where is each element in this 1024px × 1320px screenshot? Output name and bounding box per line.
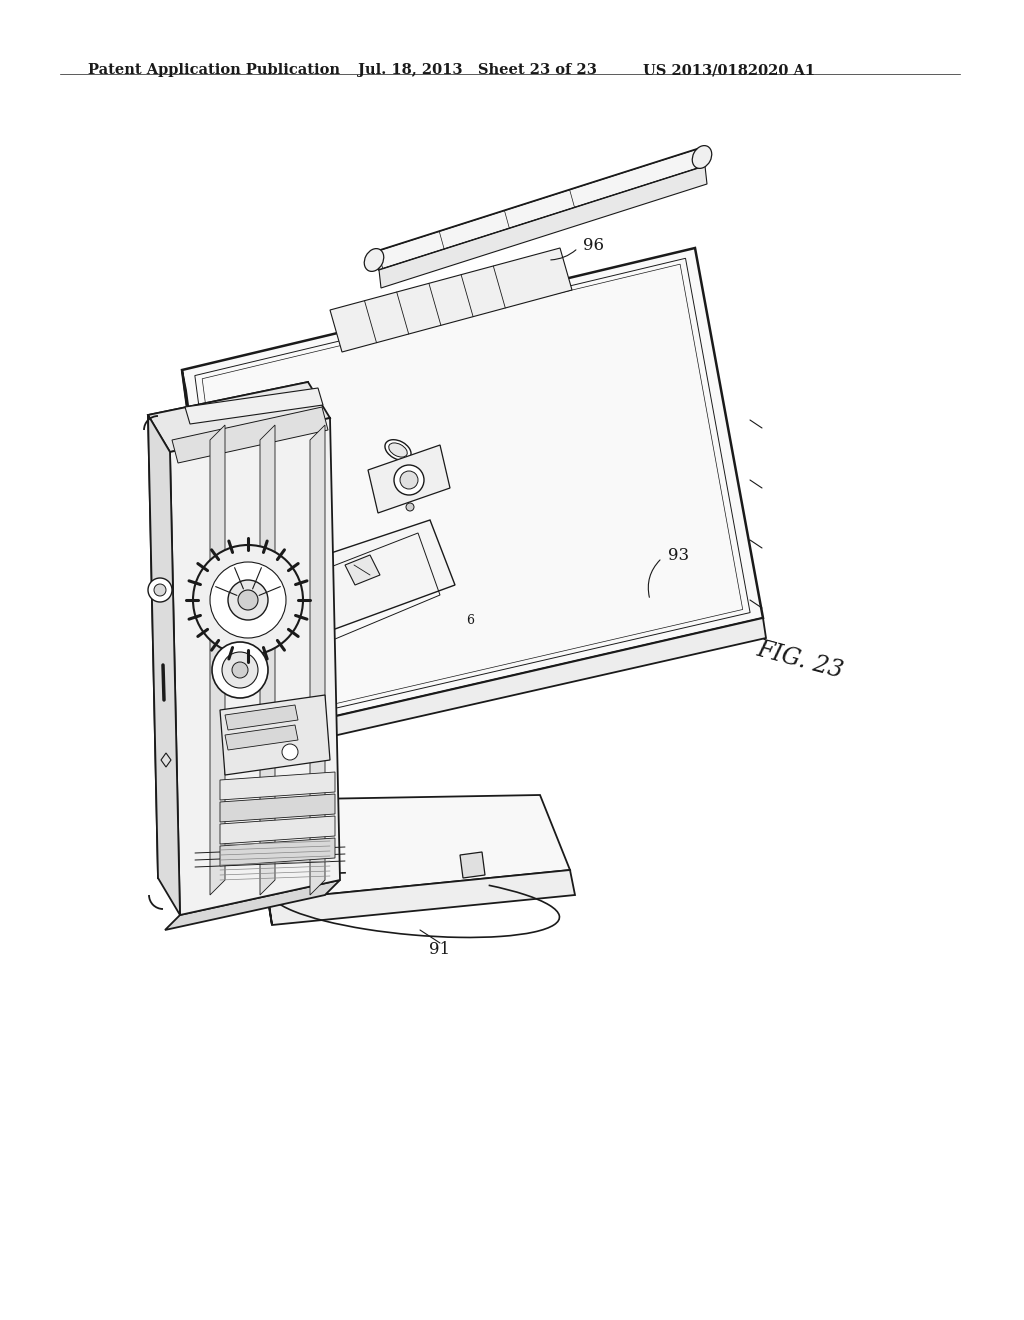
Circle shape	[154, 583, 166, 597]
Circle shape	[282, 744, 298, 760]
Circle shape	[394, 465, 424, 495]
Polygon shape	[148, 414, 180, 915]
Polygon shape	[172, 407, 328, 463]
Polygon shape	[310, 425, 325, 895]
Circle shape	[406, 503, 414, 511]
Polygon shape	[220, 816, 335, 843]
Polygon shape	[368, 445, 450, 513]
Ellipse shape	[389, 444, 408, 457]
Polygon shape	[185, 388, 323, 424]
Circle shape	[238, 590, 258, 610]
Text: 96: 96	[583, 236, 604, 253]
Polygon shape	[210, 425, 225, 895]
Polygon shape	[170, 418, 340, 915]
Polygon shape	[148, 381, 330, 451]
Text: 91: 91	[429, 941, 451, 958]
Circle shape	[212, 642, 268, 698]
Polygon shape	[379, 166, 707, 288]
Polygon shape	[225, 725, 298, 750]
Text: 93: 93	[668, 546, 689, 564]
Text: Patent Application Publication: Patent Application Publication	[88, 63, 340, 77]
Polygon shape	[280, 520, 455, 640]
Polygon shape	[232, 618, 766, 758]
Polygon shape	[330, 248, 572, 352]
Polygon shape	[182, 370, 236, 758]
Polygon shape	[260, 425, 275, 895]
Polygon shape	[148, 381, 319, 878]
Polygon shape	[268, 870, 575, 925]
Polygon shape	[220, 696, 330, 775]
Text: 6: 6	[466, 614, 474, 627]
Text: Jul. 18, 2013   Sheet 23 of 23: Jul. 18, 2013 Sheet 23 of 23	[358, 63, 597, 77]
Polygon shape	[225, 705, 298, 730]
Ellipse shape	[692, 145, 712, 169]
Polygon shape	[345, 554, 380, 585]
Polygon shape	[220, 772, 335, 800]
Ellipse shape	[385, 440, 411, 461]
Text: US 2013/0182020 A1: US 2013/0182020 A1	[643, 63, 815, 77]
Polygon shape	[374, 148, 705, 271]
Polygon shape	[220, 838, 335, 866]
Polygon shape	[165, 880, 340, 931]
Polygon shape	[255, 800, 272, 925]
Text: FIG. 23: FIG. 23	[754, 638, 846, 682]
Polygon shape	[182, 248, 763, 741]
Circle shape	[228, 579, 268, 620]
Circle shape	[222, 652, 258, 688]
Polygon shape	[220, 795, 335, 822]
Circle shape	[232, 663, 248, 678]
Circle shape	[210, 562, 286, 638]
Circle shape	[193, 545, 303, 655]
Circle shape	[148, 578, 172, 602]
Polygon shape	[460, 851, 485, 878]
Polygon shape	[255, 795, 570, 900]
Circle shape	[400, 471, 418, 488]
Ellipse shape	[365, 248, 384, 272]
Polygon shape	[161, 752, 171, 767]
